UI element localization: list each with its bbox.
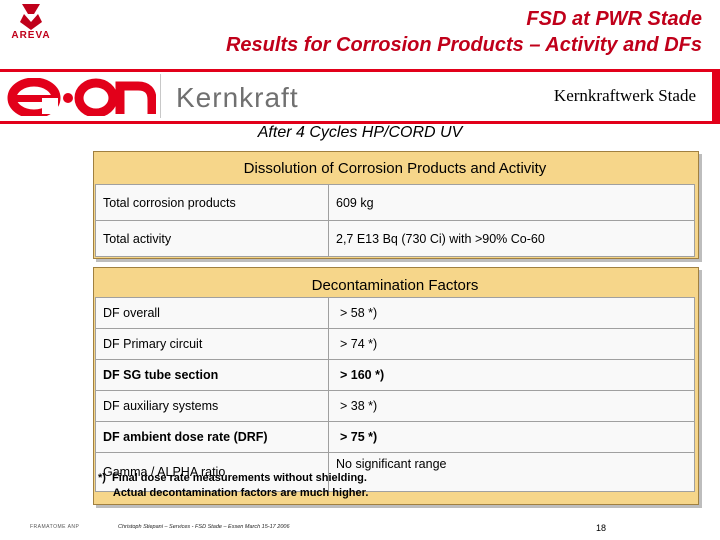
table-row: DF overall > 58 *)	[95, 297, 695, 329]
row-value: > 38 *)	[328, 390, 695, 422]
footer-company: FRAMATOME ANP	[30, 524, 80, 530]
row-label: DF Primary circuit	[95, 328, 329, 360]
table-row: DF auxiliary systems > 38 *)	[95, 390, 695, 422]
row-value: No significant range	[328, 452, 695, 492]
dissolution-heading: Dissolution of Corrosion Products and Ac…	[243, 160, 547, 177]
row-value: > 75 *)	[328, 421, 695, 453]
row-label: Total activity	[95, 220, 329, 257]
footnote: *) Final dose rate measurements without …	[98, 471, 368, 501]
row-value: > 74 *)	[328, 328, 695, 360]
areva-logo-icon	[20, 4, 42, 30]
row-value: 2,7 E13 Bq (730 Ci) with >90% Co-60	[328, 220, 695, 257]
row-label: DF overall	[95, 297, 329, 329]
areva-logo-text: AREVA	[11, 30, 51, 41]
page-subtitle: Results for Corrosion Products – Activit…	[225, 34, 702, 56]
plant-name: Kernkraftwerk Stade	[553, 86, 696, 105]
table-row: DF Primary circuit > 74 *)	[95, 328, 695, 360]
decon-table: DF overall > 58 *) DF Primary circuit > …	[95, 297, 695, 492]
row-value: > 160 *)	[328, 359, 695, 391]
dissolution-table: Total corrosion products 609 kg Total ac…	[95, 184, 695, 257]
table-row: Gamma / ALPHA ratio No significant range	[95, 452, 695, 492]
eon-logo-icon	[7, 78, 156, 116]
row-label: Total corrosion products	[95, 184, 329, 221]
row-label: DF ambient dose rate (DRF)	[95, 421, 329, 453]
page-title: FSD at PWR Stade	[526, 8, 702, 30]
footnote-line: Actual decontamination factors are much …	[98, 487, 369, 499]
footer-author: Christoph Stiepani – Services - FSD Stad…	[118, 524, 290, 530]
table-row: DF ambient dose rate (DRF) > 75 *)	[95, 421, 695, 453]
banner-divider	[160, 74, 161, 118]
row-value: > 58 *)	[328, 297, 695, 329]
table-row: DF SG tube section > 160 *)	[95, 359, 695, 391]
row-label: DF auxiliary systems	[95, 390, 329, 422]
footnote-line: *) Final dose rate measurements without …	[98, 472, 367, 484]
table-row: Total corrosion products 609 kg	[95, 184, 695, 221]
row-label: Gamma / ALPHA ratio	[95, 452, 329, 492]
kernkraft-wordmark: Kernkraft	[176, 82, 299, 113]
slide-subtitle: After 4 Cycles HP/CORD UV	[257, 124, 463, 141]
row-value: 609 kg	[328, 184, 695, 221]
table-row: Total activity 2,7 E13 Bq (730 Ci) with …	[95, 220, 695, 257]
row-label: DF SG tube section	[95, 359, 329, 391]
page-number: 18	[596, 523, 607, 533]
decon-heading: Decontamination Factors	[311, 277, 479, 294]
